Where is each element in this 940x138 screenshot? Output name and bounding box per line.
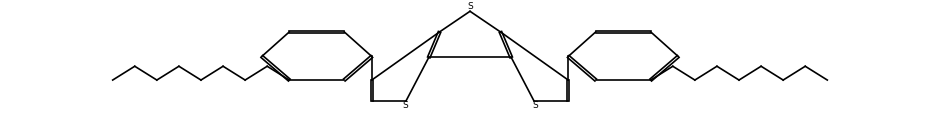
Text: S: S: [402, 101, 408, 110]
Text: S: S: [532, 101, 538, 110]
Text: S: S: [467, 2, 473, 11]
